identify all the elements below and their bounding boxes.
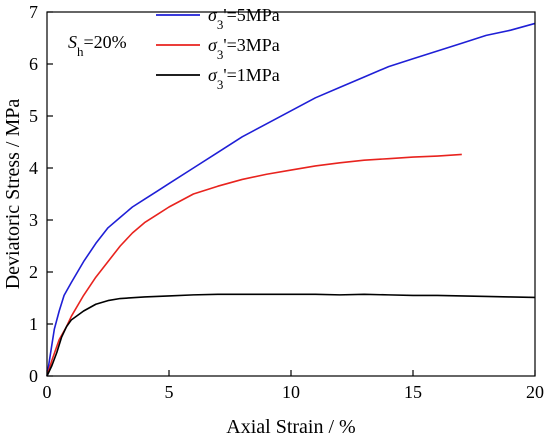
plot-area	[46, 22, 536, 377]
x-tick-label: 15	[404, 382, 422, 402]
legend-label-3: σ3'=1MPa	[208, 65, 280, 92]
y-tick-label: 1	[29, 314, 38, 334]
series-line-1	[46, 22, 536, 377]
x-tick-label: 10	[282, 382, 300, 402]
y-tick-label: 4	[29, 158, 38, 178]
y-tick-label: 3	[29, 210, 38, 230]
x-tick-label: 5	[165, 382, 174, 402]
legend-label-2: σ3'=3MPa	[208, 35, 280, 62]
y-tick-label: 2	[29, 262, 38, 282]
series-line-2	[46, 153, 462, 377]
x-tick-label: 0	[43, 382, 52, 402]
x-tick-label: 20	[526, 382, 544, 402]
annotation: Sh=20%	[68, 32, 127, 59]
axes: 0 5 10 15 20 0 1 2 3 4 5 6 7 Axial Strain / % Deviator…	[2, 2, 544, 438]
y-tick-label: 6	[29, 54, 38, 74]
x-axis-title: Axial Strain / %	[226, 416, 355, 438]
legend: σ3'=5MPa σ3'=3MPa σ3'=1MPa	[156, 5, 280, 92]
y-tick-label: 0	[29, 366, 38, 386]
y-tick-label: 5	[29, 106, 38, 126]
y-tick-label: 7	[29, 2, 38, 22]
series-line-3	[46, 293, 536, 377]
legend-label-1: σ3'=5MPa	[208, 5, 280, 32]
y-axis-title: Deviatoric Stress / MPa	[2, 99, 24, 290]
saturation-annotation: Sh=20%	[68, 32, 127, 59]
plot-frame	[46, 11, 536, 377]
